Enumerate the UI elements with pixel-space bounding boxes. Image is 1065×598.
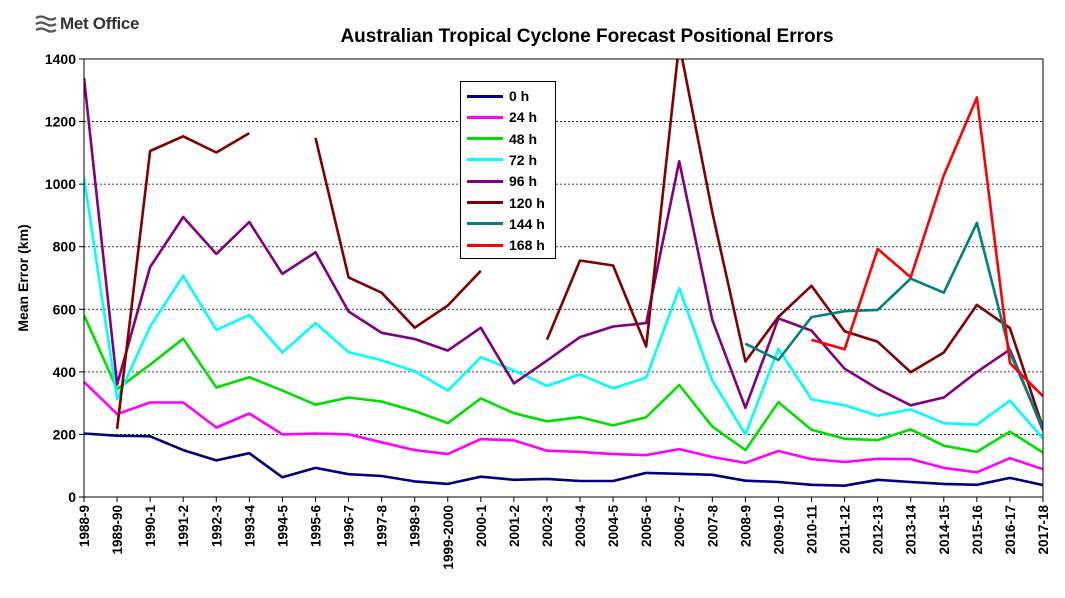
x-tick-label: 2004-5	[606, 505, 621, 548]
series-line-168-h	[811, 96, 1043, 398]
legend-item: 96 h	[467, 171, 537, 191]
legend-item: 144 h	[467, 214, 545, 234]
legend-swatch	[467, 179, 503, 183]
x-tick-label: 1991-2	[176, 505, 191, 547]
x-tick-label: 2009-10	[771, 505, 786, 555]
series-96-h	[84, 77, 1043, 431]
x-tick-label: 2011-12	[838, 505, 853, 554]
series-lines	[84, 59, 1043, 488]
y-tick-label: 800	[53, 239, 77, 255]
legend-swatch	[467, 158, 503, 162]
plot-area-border	[83, 58, 1044, 498]
legend-swatch	[467, 137, 503, 141]
legend-label: 96 h	[509, 173, 538, 190]
y-tick-label: 200	[53, 426, 77, 442]
x-tick-label: 2008-9	[738, 505, 753, 547]
y-tick-label: 600	[53, 301, 77, 317]
x-tick-label: 1993-4	[242, 505, 257, 548]
series-48-h	[84, 314, 1043, 454]
met-office-logo: Met Office	[34, 14, 139, 34]
legend-swatch	[467, 222, 503, 226]
x-tick-label: 2015-16	[970, 505, 985, 555]
legend: 0 h 24 h 48 h 72 h 96 h 120 h 144 h 168 h	[460, 81, 556, 259]
legend-swatch	[467, 94, 503, 98]
y-axis-label: Mean Error (km)	[15, 224, 31, 331]
x-tick-label: 2007-8	[705, 505, 720, 548]
met-office-logo-text: Met Office	[60, 14, 140, 33]
x-tick-label: 2003-4	[573, 505, 588, 548]
series-line-144-h	[744, 221, 1043, 429]
x-tick-label: 1990-1	[143, 505, 158, 548]
legend-item: 168 h	[467, 235, 545, 255]
y-tick-label: 1400	[45, 51, 76, 67]
x-tick-label: 1997-8	[375, 505, 390, 548]
x-tick-label: 2016-17	[1003, 505, 1018, 555]
y-tick-label: 400	[53, 364, 77, 380]
series-line-24-h	[84, 380, 1043, 474]
y-tick-label: 1200	[45, 114, 76, 130]
series-line-96-h	[84, 77, 1043, 431]
axes: 0 200 400 600 800 1000 1200 1400 1988-9 1989-90 19…	[45, 51, 1051, 570]
series-line-0-h	[84, 432, 1043, 488]
x-tick-label: 2001-2	[507, 505, 522, 547]
legend-label: 168 h	[509, 237, 545, 254]
series-144-h	[744, 221, 1043, 429]
x-tick-label: 1996-7	[342, 505, 357, 547]
x-tick-label: 2017-18	[1036, 505, 1051, 555]
x-tick-label: 2012-13	[871, 505, 886, 555]
grid-lines	[84, 121, 1043, 435]
x-tick-label: 1995-6	[308, 505, 323, 548]
x-tick-label: 1988-9	[77, 505, 92, 547]
x-tick-label: 2002-3	[540, 505, 555, 548]
legend-label: 0 h	[509, 88, 530, 104]
x-tick-label: 1992-3	[209, 505, 224, 548]
x-tick-label: 2014-15	[937, 505, 952, 555]
legend-swatch	[467, 115, 503, 119]
x-tick-label: 1999-2000	[441, 505, 456, 570]
y-tick-label: 1000	[45, 176, 76, 192]
legend-item: 0 h	[467, 86, 529, 106]
legend-item: 48 h	[467, 129, 537, 149]
legend-label: 24 h	[509, 109, 538, 126]
series-24-h	[84, 380, 1043, 474]
x-tick-label: 2006-7	[672, 505, 687, 547]
x-tick-label: 2010-11	[805, 505, 820, 554]
x-tick-label: 1998-9	[408, 505, 423, 547]
x-tick-label: 1994-5	[275, 505, 290, 548]
legend-item: 120 h	[467, 193, 545, 213]
x-tick-label: 2000-1	[474, 505, 489, 548]
series-0-h	[84, 432, 1043, 488]
legend-swatch	[467, 201, 503, 204]
series-line-120-h	[545, 59, 1043, 429]
series-line-72-h	[84, 177, 1043, 440]
legend-label: 72 h	[509, 151, 538, 168]
series-line-48-h	[84, 314, 1043, 454]
x-tick-label: 2005-6	[639, 505, 654, 548]
met-office-logo-icon	[35, 15, 57, 33]
series-line-120-h	[115, 131, 250, 429]
x-tick-label: 2013-14	[904, 505, 919, 555]
legend-label: 120 h	[509, 194, 545, 211]
chart-title: Australian Tropical Cyclone Forecast Pos…	[340, 26, 833, 47]
x-tick-label: 1989-90	[110, 505, 125, 555]
series-line-120-h	[314, 137, 482, 330]
legend-swatch	[467, 243, 503, 247]
legend-label: 48 h	[509, 130, 538, 147]
legend-item: 24 h	[467, 107, 537, 127]
legend-label: 144 h	[509, 215, 545, 232]
legend-item: 72 h	[467, 150, 537, 170]
y-tick-label: 0	[68, 489, 76, 505]
series-120-h	[115, 59, 1043, 429]
series-72-h	[84, 177, 1043, 440]
series-168-h	[811, 96, 1043, 398]
